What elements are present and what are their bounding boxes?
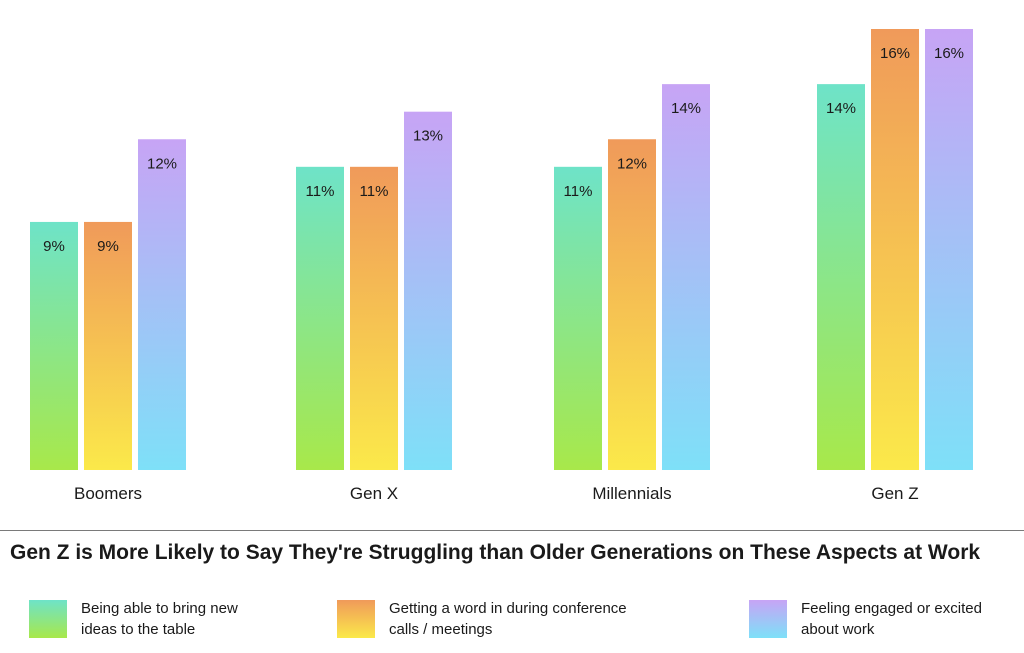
bar-gen-z-ideas bbox=[817, 84, 865, 470]
legend-swatch-calls bbox=[337, 600, 375, 638]
legend-label-engaged-line2: about work bbox=[801, 621, 875, 638]
value-label-gen-z-ideas: 14% bbox=[826, 100, 856, 117]
category-label-millennials: Millennials bbox=[592, 484, 671, 503]
bar-millennials-ideas bbox=[554, 166, 602, 470]
value-label-gen-x-ideas: 11% bbox=[306, 183, 335, 200]
category-label-gen-x: Gen X bbox=[350, 484, 398, 503]
legend-swatch-engaged bbox=[749, 600, 787, 638]
category-label-gen-z: Gen Z bbox=[871, 484, 918, 503]
value-label-boomers-engaged: 12% bbox=[147, 155, 177, 172]
legend-label-engaged-line1: Feeling engaged or excited bbox=[801, 600, 982, 617]
legend-label-engaged: Feeling engaged or excited about work bbox=[801, 598, 1011, 640]
value-label-gen-z-engaged: 16% bbox=[934, 45, 964, 62]
bar-gen-z-engaged bbox=[925, 29, 973, 470]
bar-boomers-engaged bbox=[138, 139, 186, 470]
value-label-boomers-calls: 9% bbox=[97, 238, 119, 255]
value-label-gen-x-calls: 11% bbox=[360, 183, 389, 200]
bar-millennials-engaged bbox=[662, 84, 710, 470]
bars-group bbox=[30, 29, 973, 470]
bar-gen-z-calls bbox=[871, 29, 919, 470]
legend-label-calls-line1: Getting a word in during conference bbox=[389, 600, 627, 617]
legend-label-ideas-line1: Being able to bring new bbox=[81, 600, 238, 617]
value-label-gen-x-engaged: 13% bbox=[413, 128, 443, 145]
legend-label-calls-line2: calls / meetings bbox=[389, 621, 493, 638]
category-labels-group: Boomers Gen X Millennials Gen Z bbox=[74, 484, 919, 503]
divider-line bbox=[0, 530, 1024, 531]
legend-label-ideas: Being able to bring new ideas to the tab… bbox=[81, 598, 291, 640]
legend-item-calls: Getting a word in during conference call… bbox=[337, 598, 679, 640]
legend-label-calls: Getting a word in during conference call… bbox=[389, 598, 679, 640]
legend-label-ideas-line2: ideas to the table bbox=[81, 621, 196, 638]
legend-item-ideas: Being able to bring new ideas to the tab… bbox=[29, 598, 291, 640]
bar-boomers-ideas bbox=[30, 221, 78, 470]
legend: Being able to bring new ideas to the tab… bbox=[0, 598, 1024, 648]
value-label-gen-z-calls: 16% bbox=[880, 45, 910, 62]
bar-gen-x-engaged bbox=[404, 111, 452, 470]
legend-swatch-ideas bbox=[29, 600, 67, 638]
value-label-millennials-calls: 12% bbox=[617, 155, 647, 172]
legend-item-engaged: Feeling engaged or excited about work bbox=[749, 598, 1011, 640]
chart-title: Gen Z is More Likely to Say They're Stru… bbox=[10, 541, 981, 564]
bar-millennials-calls bbox=[608, 139, 656, 470]
bar-gen-x-ideas bbox=[296, 166, 344, 470]
value-label-boomers-ideas: 9% bbox=[43, 238, 65, 255]
bar-boomers-calls bbox=[84, 221, 132, 470]
bar-chart: 9% 9% 12% 11% 11% 13% 11% 12% 14% 14% 16% 16% Boome… bbox=[30, 29, 973, 503]
value-labels-group: 9% 9% 12% 11% 11% 13% 11% 12% 14% 14% 16% 16% bbox=[43, 45, 964, 255]
bar-gen-x-calls bbox=[350, 166, 398, 470]
value-label-millennials-ideas: 11% bbox=[564, 183, 593, 200]
value-label-millennials-engaged: 14% bbox=[671, 100, 701, 117]
category-label-boomers: Boomers bbox=[74, 484, 142, 503]
